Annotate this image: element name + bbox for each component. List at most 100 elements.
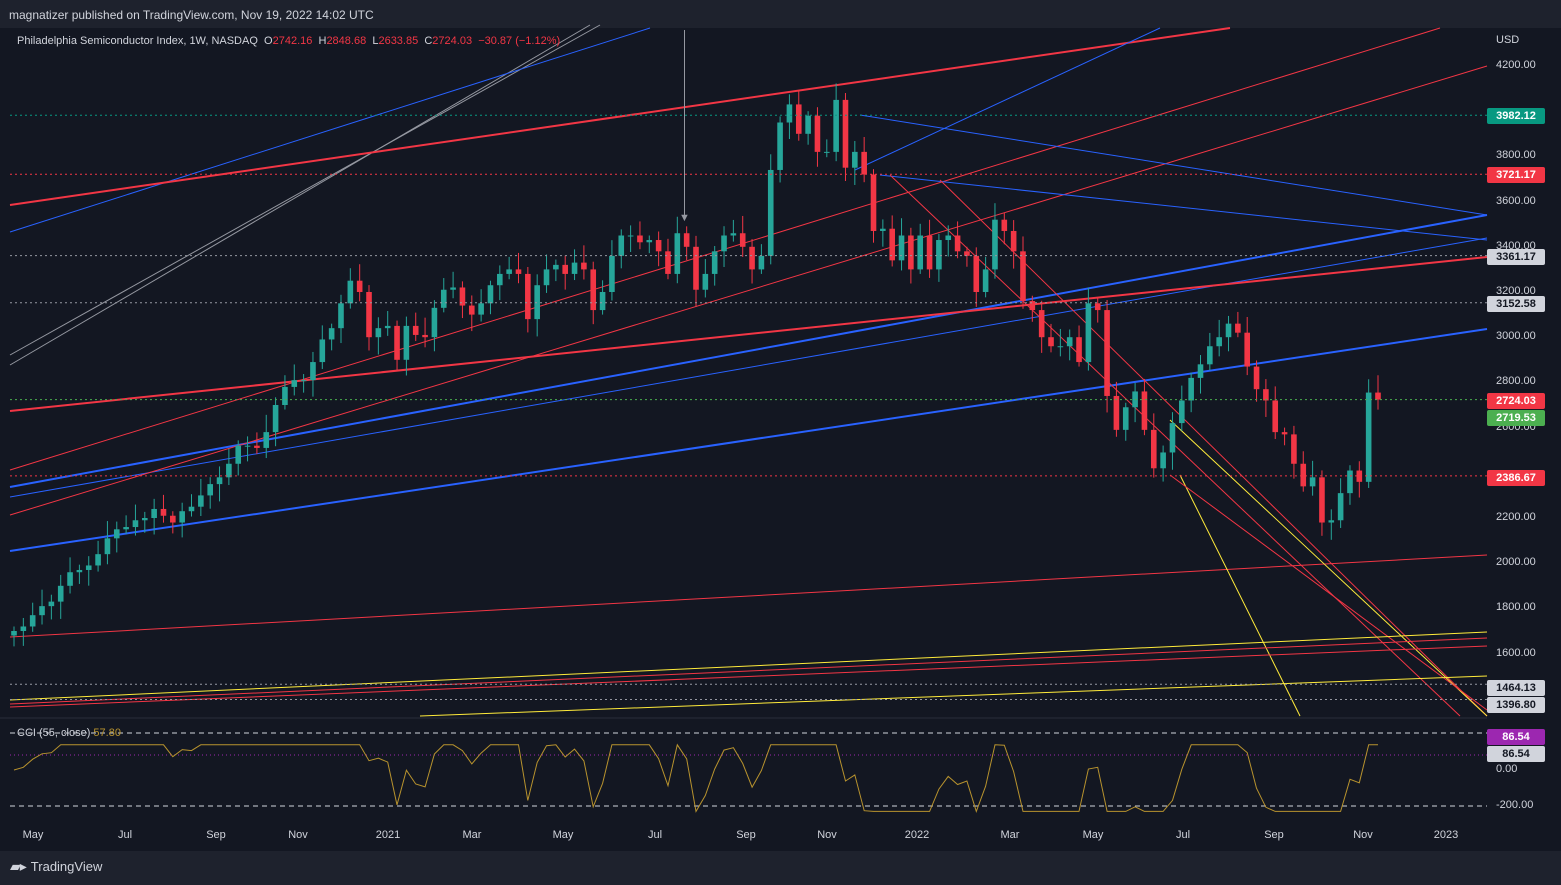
candle-body (20, 626, 27, 631)
candle-body (646, 240, 653, 243)
candle-body (936, 240, 942, 270)
candle-body (151, 508, 157, 518)
candle-body (693, 246, 699, 290)
trendline-red-c (9, 65, 1488, 516)
candle-body (347, 280, 354, 304)
trendline-yellow-d (419, 675, 1488, 717)
time-tick: May (552, 829, 574, 841)
candle-body (982, 269, 989, 292)
candle-body (767, 169, 774, 256)
candle-body (254, 445, 260, 448)
candle-body (655, 240, 662, 252)
candle-body (300, 380, 307, 382)
trendline-blue-f (859, 114, 1488, 216)
tag-cci-b: 86.54 (1487, 746, 1545, 762)
candle-body (1309, 477, 1316, 487)
candle-body (1066, 337, 1073, 347)
candles (11, 83, 1381, 647)
candle-body (637, 235, 643, 243)
candle-body (1029, 301, 1036, 311)
brand[interactable]: ▰▸ TradingView (10, 858, 102, 875)
candle-body (749, 246, 755, 270)
candle-body (525, 273, 531, 320)
candle-body (1179, 400, 1185, 424)
time-tick: 2022 (904, 829, 930, 841)
candle-body (422, 334, 428, 338)
arrow-annotation (684, 30, 685, 220)
candle-body (926, 235, 933, 270)
trendline-red-h (1169, 474, 1488, 711)
candle-body (1225, 323, 1232, 338)
candle-body (917, 235, 924, 270)
candle-body (861, 151, 867, 175)
cci-legend: CCI (55, close) 57.80 (17, 727, 121, 739)
tag-2724: 2724.03 (1487, 393, 1545, 409)
candle-body (328, 328, 335, 340)
time-tick: Sep (206, 829, 226, 841)
candle-body (440, 289, 447, 308)
candle-body (992, 219, 998, 270)
candle-body (889, 228, 895, 261)
candle-body (1319, 477, 1325, 523)
trendline-red-g (939, 179, 1488, 717)
candle-body (468, 305, 475, 315)
candle-body (1076, 337, 1082, 363)
candle-body (852, 151, 858, 168)
candle-body (95, 554, 101, 566)
candle-body (1375, 392, 1381, 400)
candle-body (310, 362, 316, 381)
candle-body (1160, 452, 1166, 469)
candle-body (272, 405, 279, 433)
candle-body (1365, 392, 1372, 482)
price-levels (10, 114, 1487, 701)
cci-value: 57.80 (93, 727, 121, 739)
candle-body (945, 235, 952, 241)
candle-body (627, 235, 634, 237)
candle-body (497, 273, 503, 286)
candle-body (1337, 493, 1344, 521)
candle-body (805, 115, 811, 134)
cci-name: CCI (55, close) (17, 727, 91, 739)
time-tick: Jul (117, 829, 133, 841)
candle-body (973, 255, 980, 292)
trendline-red-j (9, 645, 1488, 708)
trendline-red-b (9, 256, 1488, 412)
currency-label: USD (1496, 34, 1520, 46)
candle-body (235, 445, 242, 464)
time-tick: Nov (1353, 829, 1373, 841)
candle-body (721, 235, 727, 252)
symbol-name: Philadelphia Semiconductor Index, 1W, NA… (17, 35, 258, 47)
candle-body (85, 565, 92, 570)
candle-body (450, 287, 456, 290)
candle-body (1235, 323, 1241, 333)
candle-body (1094, 303, 1101, 311)
cci-tick: -200.00 (1496, 799, 1534, 811)
candle-body (553, 264, 559, 270)
candle-body (338, 303, 344, 329)
candle-body (244, 445, 251, 447)
price-tick: 4200.00 (1496, 59, 1536, 71)
candle-body (1197, 364, 1204, 378)
candle-body (870, 174, 877, 231)
price-tick: 3800.00 (1496, 149, 1536, 162)
high-label: H (318, 35, 327, 47)
candle-body (170, 515, 176, 523)
candle-body (609, 255, 615, 292)
low-label: L (372, 35, 379, 47)
symbol-legend: Philadelphia Semiconductor Index, 1W, NA… (17, 35, 560, 47)
candle-body (842, 99, 849, 168)
price-tick: 2800.00 (1496, 375, 1536, 388)
candle-body (954, 235, 961, 252)
candle-body (898, 235, 905, 261)
trendline-blue-d (9, 237, 1488, 498)
candle-body (730, 233, 737, 236)
candle-body (758, 255, 765, 270)
candle-body (571, 262, 578, 274)
trendline-gray-a (9, 24, 591, 366)
candle-body (562, 264, 569, 274)
low-value: 2633.85 (378, 35, 419, 47)
high-value: 2848.68 (326, 35, 367, 47)
tag-3152: 3152.58 (1487, 296, 1545, 312)
candle-body (1104, 310, 1110, 396)
